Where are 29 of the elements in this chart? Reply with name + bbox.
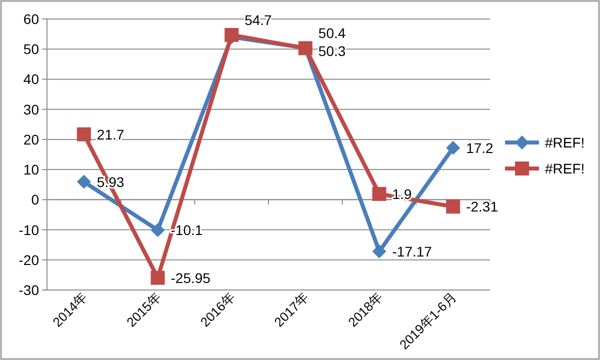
data-label: -17.17 bbox=[392, 243, 432, 260]
y-tick-label: 50 bbox=[23, 41, 40, 58]
y-tick-label: 0 bbox=[31, 192, 40, 208]
y-tick-label: 20 bbox=[23, 131, 40, 148]
y-tick-label: 40 bbox=[23, 71, 40, 88]
data-label: 21.7 bbox=[96, 126, 124, 142]
y-tick-label: 10 bbox=[23, 162, 40, 178]
data-label: 54.7 bbox=[244, 12, 272, 28]
point bbox=[76, 127, 91, 142]
data-label: 17.2 bbox=[466, 140, 494, 156]
point bbox=[446, 200, 460, 214]
point bbox=[76, 174, 91, 189]
y-tick-label: -30 bbox=[18, 282, 40, 298]
legend-label: #REF! bbox=[545, 160, 585, 176]
y-tick-label: -20 bbox=[18, 252, 40, 268]
point bbox=[446, 140, 460, 155]
legend-label: #REF! bbox=[545, 134, 585, 150]
point bbox=[224, 28, 239, 42]
data-label: 50.3 bbox=[318, 43, 346, 60]
y-tick-label: 30 bbox=[23, 101, 40, 118]
point bbox=[372, 244, 386, 258]
point bbox=[372, 186, 386, 201]
y-tick-label: -10 bbox=[18, 222, 40, 238]
data-label: -2.31 bbox=[466, 198, 498, 215]
data-label: 50.4 bbox=[318, 24, 346, 41]
point bbox=[150, 223, 165, 238]
data-label: -25.95 bbox=[170, 270, 211, 286]
point bbox=[150, 270, 165, 285]
y-tick-label: 60 bbox=[23, 11, 40, 27]
